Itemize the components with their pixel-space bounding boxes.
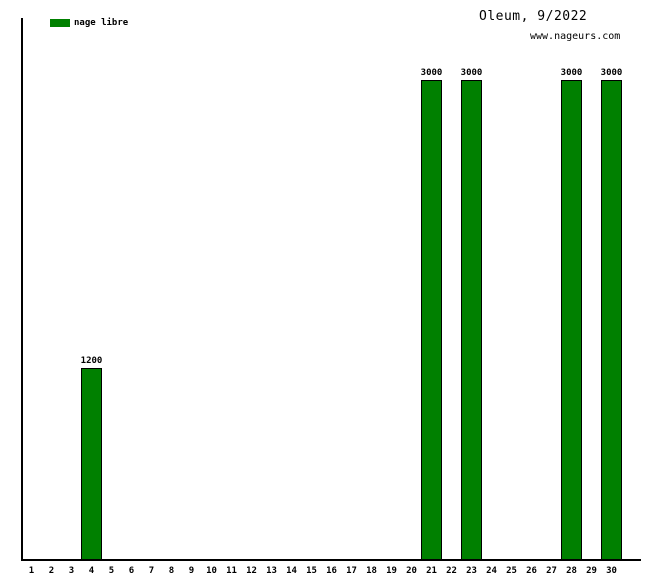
x-tick-label-16: 16 — [326, 566, 337, 576]
bar-day-23 — [461, 80, 482, 560]
bar-value-label-day-23: 3000 — [460, 68, 483, 78]
x-axis-line — [21, 558, 641, 561]
legend: nage libre — [50, 18, 128, 28]
x-tick-label-17: 17 — [346, 566, 357, 576]
legend-swatch-nage-libre — [50, 19, 70, 27]
bar-day-28 — [561, 80, 582, 560]
legend-label-nage-libre: nage libre — [74, 18, 129, 28]
x-tick-label-25: 25 — [506, 566, 517, 576]
chart-title: Oleum, 9/2022 — [479, 9, 588, 24]
x-tick-label-4: 4 — [88, 566, 95, 576]
bar-day-30 — [601, 80, 622, 560]
x-tick-label-11: 11 — [226, 566, 237, 576]
x-tick-label-10: 10 — [206, 566, 217, 576]
x-tick-label-7: 7 — [148, 566, 155, 576]
x-tick-label-27: 27 — [546, 566, 557, 576]
y-axis-line — [21, 18, 23, 560]
x-tick-label-26: 26 — [526, 566, 537, 576]
x-tick-label-3: 3 — [68, 566, 75, 576]
x-tick-label-23: 23 — [466, 566, 477, 576]
x-tick-label-30: 30 — [606, 566, 617, 576]
x-tick-label-12: 12 — [246, 566, 257, 576]
bar-day-21 — [421, 80, 442, 560]
x-tick-label-28: 28 — [566, 566, 577, 576]
x-tick-label-14: 14 — [286, 566, 297, 576]
x-tick-label-1: 1 — [28, 566, 35, 576]
x-tick-label-21: 21 — [426, 566, 437, 576]
x-tick-label-19: 19 — [386, 566, 397, 576]
x-tick-label-29: 29 — [586, 566, 597, 576]
bar-value-label-day-28: 3000 — [560, 68, 583, 78]
x-tick-label-22: 22 — [446, 566, 457, 576]
x-tick-label-5: 5 — [108, 566, 115, 576]
x-tick-label-18: 18 — [366, 566, 377, 576]
x-tick-label-8: 8 — [168, 566, 175, 576]
bar-value-label-day-30: 3000 — [600, 68, 623, 78]
bar-day-4 — [81, 368, 102, 560]
x-tick-label-2: 2 — [48, 566, 55, 576]
bar-value-label-day-21: 3000 — [420, 68, 443, 78]
x-tick-label-6: 6 — [128, 566, 135, 576]
bar-value-label-day-4: 1200 — [80, 356, 103, 366]
x-tick-label-15: 15 — [306, 566, 317, 576]
x-tick-label-9: 9 — [188, 566, 195, 576]
x-tick-label-24: 24 — [486, 566, 497, 576]
watermark-text: www.nageurs.com — [530, 31, 621, 42]
x-tick-label-13: 13 — [266, 566, 277, 576]
x-tick-label-20: 20 — [406, 566, 417, 576]
